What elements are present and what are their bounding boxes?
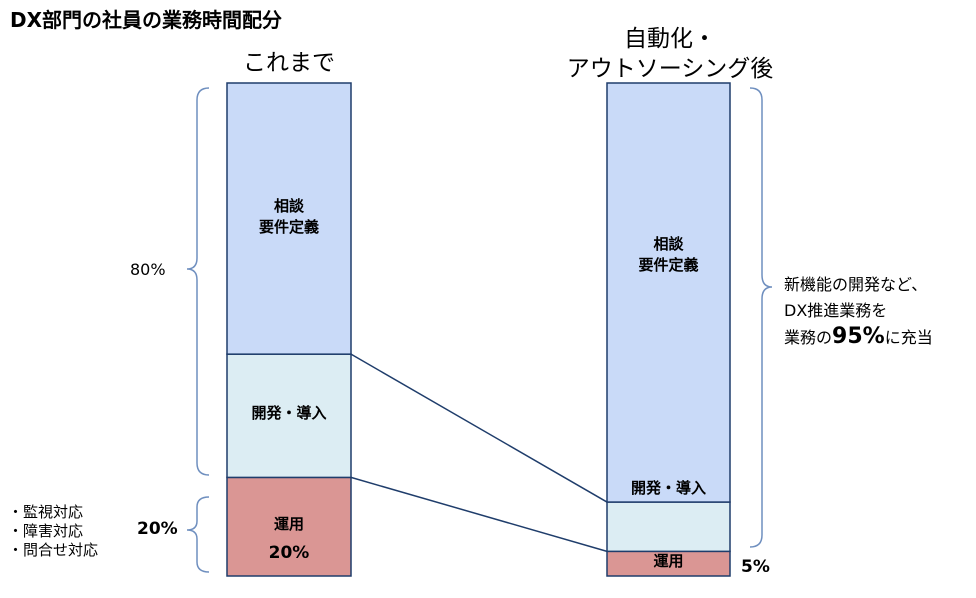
bar-after-ops-label: 運用 [653, 552, 684, 570]
brace-95-right [749, 87, 773, 548]
ops-task-incident: ・障害対応 [8, 522, 84, 540]
bar-after-dev-label: 開発・導入 [630, 479, 706, 497]
consult-label-line1: 相談 [273, 197, 304, 215]
bar-before-ops [226, 476, 352, 577]
column-header-before: これまで [243, 50, 335, 76]
bar-group [226, 82, 731, 577]
ops-task-list: ・監視対応 ・障害対応 ・問合せ対応 [8, 503, 98, 560]
consult-label-line1: 相談 [653, 235, 684, 253]
right-note-line2: DX推進業務を [784, 301, 888, 320]
bar-before-consult [226, 82, 352, 355]
bar-after-consult [606, 82, 731, 503]
consult-label-line2: 要件定義 [258, 218, 319, 236]
pct-80-label: 80% [130, 260, 166, 279]
right-note: 新機能の開発など、 DX推進業務を 業務の95%に充当 [784, 272, 933, 351]
column-header-after-line1: 自動化・ [624, 26, 716, 52]
column-header-after-line2: アウトソーシング後 [566, 56, 774, 82]
ops-task-inquiry: ・問合せ対応 [8, 541, 99, 559]
bar-after-consult-label: 相談 要件定義 [606, 234, 731, 276]
brace-80-left [186, 87, 210, 476]
brace-20-left [186, 496, 210, 573]
bar-before-consult-label: 相談 要件定義 [226, 196, 352, 238]
bar-after-dev [606, 501, 731, 553]
right-note-suffix: に充当 [884, 328, 933, 347]
connector-lines [350, 353, 608, 553]
bar-before-ops-label: 運用 [273, 515, 304, 533]
consult-label-line2: 要件定義 [638, 256, 699, 274]
right-note-line1: 新機能の開発など、 [784, 275, 928, 294]
right-note-line3: 業務の95%に充当 [784, 324, 933, 351]
connector-line-dev-consult [350, 353, 608, 503]
ops-task-monitoring: ・監視対応 [8, 503, 84, 521]
connector-line-ops-dev [350, 476, 608, 553]
bar-after-ops-pct: 5% [741, 557, 770, 577]
bar-before-dev-label: 開発・導入 [251, 404, 327, 422]
right-note-value: 95% [832, 324, 885, 349]
bar-before-ops-pct: 20% [268, 543, 310, 563]
right-note-prefix: 業務の [784, 328, 833, 347]
pct-20-label: 20% [137, 519, 178, 539]
chart-title: DX部門の社員の業務時間配分 [10, 8, 283, 32]
